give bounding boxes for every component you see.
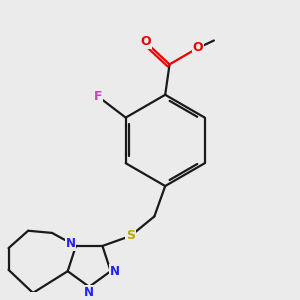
Text: O: O [140, 35, 151, 48]
Text: F: F [94, 90, 103, 103]
Text: N: N [84, 286, 94, 298]
Text: N: N [66, 237, 76, 250]
Text: O: O [193, 40, 203, 53]
Text: S: S [126, 230, 135, 242]
Text: N: N [110, 265, 120, 278]
